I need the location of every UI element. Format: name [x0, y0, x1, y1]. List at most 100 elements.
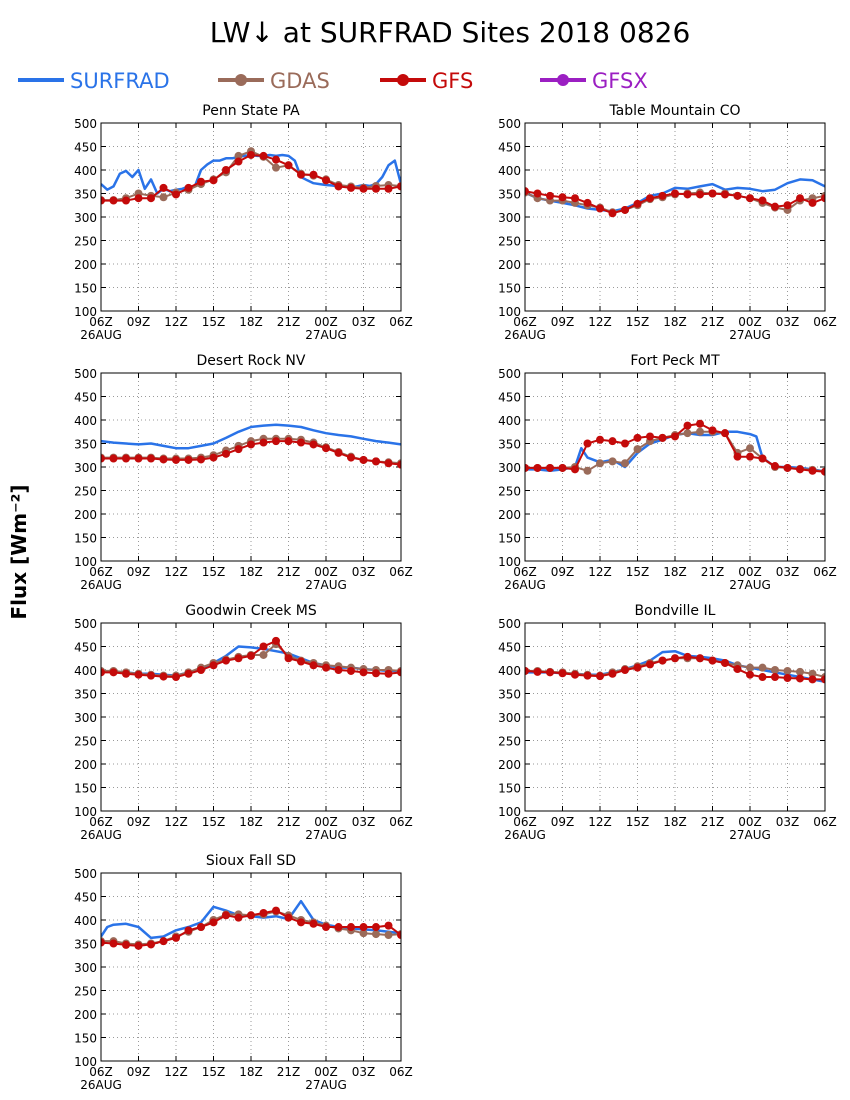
- data-point-gfs: [122, 940, 130, 949]
- legend-label-gfs: GFS: [432, 69, 473, 93]
- data-point-gdas: [796, 667, 804, 676]
- y-tick-label: 100: [498, 805, 521, 819]
- data-point-gfs: [646, 194, 654, 203]
- data-point-gdas: [683, 429, 692, 438]
- x-tick-label: 06Z: [89, 315, 113, 329]
- panel-desert-rock-nv: Desert Rock NV 100 150 200 250 300 350 400 450 50…: [74, 353, 413, 592]
- data-point-gfs: [109, 668, 118, 677]
- data-point-gfs: [134, 941, 143, 950]
- data-point-gfs: [322, 923, 330, 932]
- data-point-gdas: [771, 666, 779, 674]
- x-tick-label: 03Z: [776, 315, 800, 329]
- data-point-gfs: [284, 654, 293, 663]
- data-point-gfs: [322, 444, 330, 453]
- x-tick-label: 18Z: [663, 815, 687, 829]
- data-point-gfs: [808, 675, 817, 684]
- data-point-gfs: [571, 670, 579, 679]
- data-point-gfs: [109, 454, 118, 463]
- y-tick-label: 100: [498, 305, 521, 319]
- y-tick-label: 250: [74, 985, 97, 999]
- panel-frame: [100, 622, 402, 812]
- y-tick-label: 350: [74, 938, 97, 952]
- x-tick-label: 21Z: [701, 815, 725, 829]
- panel-table-mountain-co: Table Mountain CO 100 150 200 250 300 350 400 45…: [498, 103, 837, 342]
- y-tick-label: 500: [74, 367, 97, 381]
- x-tick-label: 21Z: [701, 315, 725, 329]
- data-point-gfs: [808, 198, 817, 207]
- data-point-gfs: [122, 454, 130, 463]
- x-date-label: 27AUG: [305, 578, 347, 592]
- x-tick-label: 18Z: [239, 1065, 263, 1079]
- x-date-label: 26AUG: [80, 828, 122, 842]
- y-tick-label: 300: [74, 961, 97, 975]
- data-point-gfs: [558, 669, 567, 678]
- x-date-label: 26AUG: [504, 578, 546, 592]
- y-tick-label: 100: [74, 805, 97, 819]
- x-tick-label: 03Z: [352, 1065, 376, 1079]
- data-point-gfs: [222, 166, 230, 174]
- data-point-gfs: [101, 938, 105, 947]
- data-point-gfs: [234, 157, 243, 166]
- data-point-gfs: [821, 675, 825, 684]
- x-tick-label: 09Z: [127, 815, 151, 829]
- data-point-gfs: [821, 194, 825, 203]
- data-point-gfs: [297, 657, 305, 666]
- x-tick-label: 09Z: [551, 815, 575, 829]
- data-point-gfs: [525, 187, 529, 196]
- y-tick-label: 150: [74, 782, 97, 796]
- data-point-gfs: [621, 439, 629, 448]
- data-point-gfs: [272, 437, 280, 446]
- data-point-gfs: [184, 926, 193, 935]
- data-point-gfs: [222, 449, 230, 458]
- data-point-gfs: [272, 155, 280, 164]
- data-point-gfs: [384, 921, 393, 930]
- data-point-gfs: [571, 465, 579, 474]
- plot-area: [101, 899, 401, 950]
- x-tick-label: 09Z: [551, 565, 575, 579]
- data-point-gfs: [733, 665, 742, 674]
- y-tick-label: 200: [498, 508, 521, 522]
- data-point-gfs: [746, 452, 754, 461]
- data-point-gfs: [808, 466, 817, 475]
- x-tick-label: 06Z: [389, 565, 413, 579]
- y-tick-label: 450: [498, 141, 521, 155]
- data-point-gfs: [159, 455, 168, 464]
- panel-title: Table Mountain CO: [608, 103, 740, 119]
- data-point-gfs: [284, 913, 293, 922]
- data-point-gfs: [696, 654, 704, 663]
- y-tick-label: 150: [498, 782, 521, 796]
- data-point-gfs: [109, 939, 118, 948]
- data-point-gfs: [359, 668, 368, 677]
- data-point-gfs: [721, 429, 729, 438]
- data-point-gfs: [533, 463, 542, 472]
- x-tick-label: 12Z: [164, 315, 188, 329]
- y-tick-label: 450: [74, 141, 97, 155]
- data-point-gfs: [621, 666, 629, 674]
- x-tick-label: 06Z: [389, 815, 413, 829]
- y-tick-label: 150: [74, 282, 97, 296]
- data-point-gdas: [808, 669, 817, 678]
- data-point-gfs: [372, 184, 380, 193]
- y-tick-label: 500: [498, 117, 521, 131]
- x-date-label: 27AUG: [305, 1078, 347, 1092]
- data-point-gfs: [234, 913, 243, 922]
- x-tick-label: 09Z: [551, 315, 575, 329]
- x-tick-label: 21Z: [277, 565, 301, 579]
- data-point-gfs: [297, 170, 305, 179]
- x-date-label: 26AUG: [504, 828, 546, 842]
- x-tick-label: 09Z: [127, 1065, 151, 1079]
- series-line-gfs: [525, 422, 825, 473]
- panel-goodwin-creek-ms: Goodwin Creek MS 100 150 200 250 300 350 400 450…: [74, 603, 413, 842]
- data-point-gdas: [259, 650, 268, 659]
- x-tick-label: 00Z: [738, 565, 762, 579]
- data-point-gfs: [671, 189, 679, 198]
- data-point-gdas: [621, 459, 629, 468]
- data-point-gfs: [633, 663, 642, 672]
- data-point-gfs: [821, 467, 825, 476]
- panels: Penn State PA 100 150 200 250 300 350 400 450 500…: [74, 103, 837, 1092]
- x-tick-label: 03Z: [352, 565, 376, 579]
- data-point-gfs: [733, 191, 742, 200]
- data-point-gdas: [596, 459, 604, 468]
- data-point-gfs: [384, 184, 393, 193]
